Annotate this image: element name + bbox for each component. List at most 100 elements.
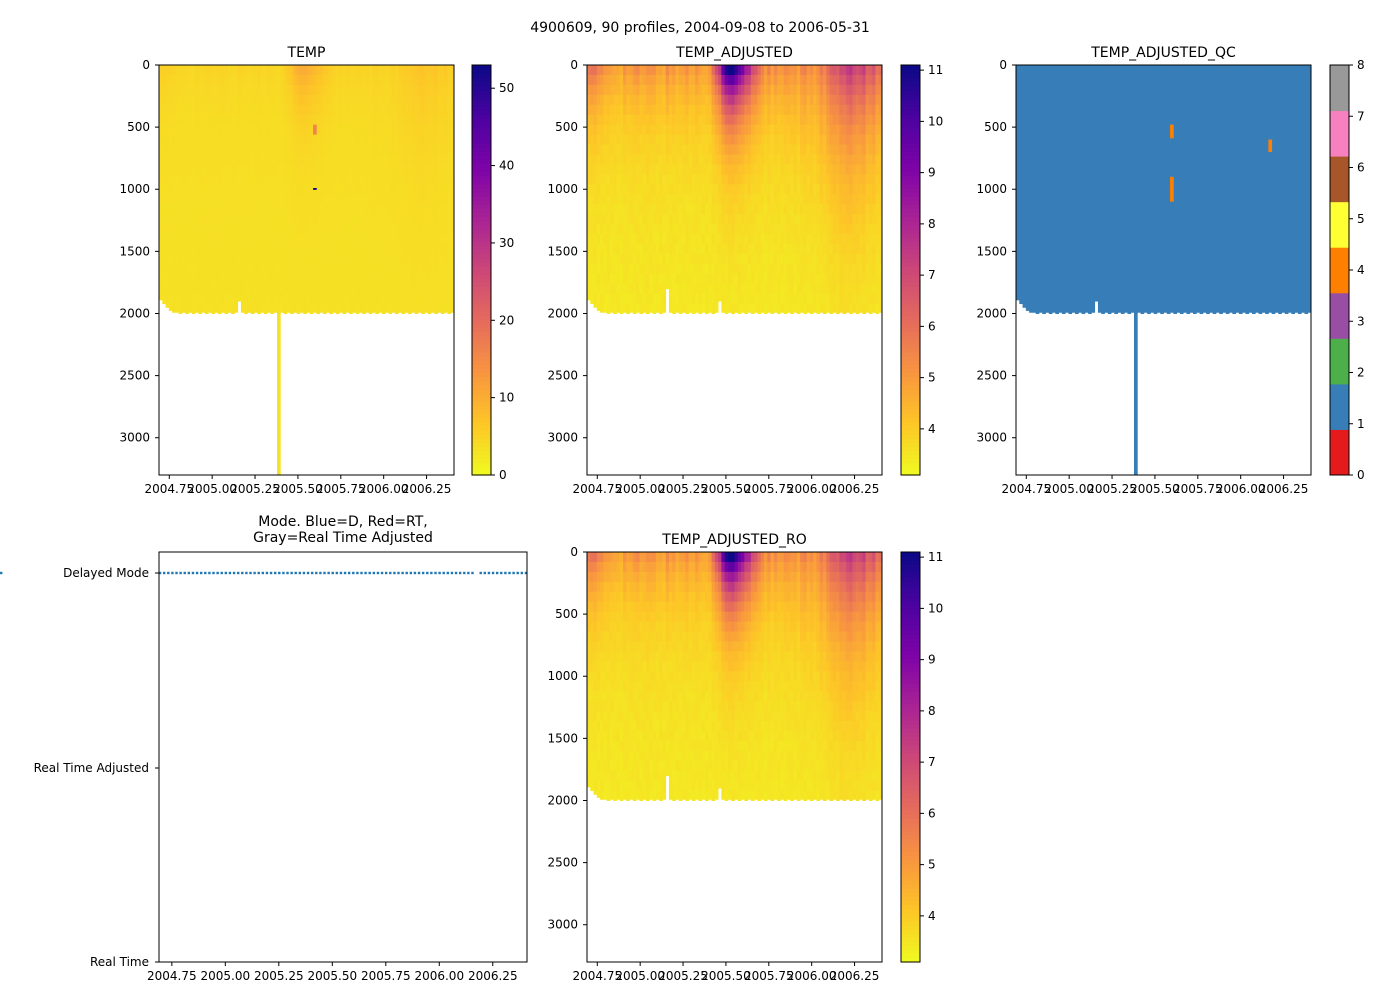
heatmap-cell (166, 115, 170, 125)
heatmap-cell (202, 244, 206, 254)
heatmap-cell (251, 234, 255, 244)
heatmap-cell (633, 274, 637, 284)
heatmap-cell (813, 284, 817, 294)
heatmap-cell (392, 95, 396, 105)
heatmap-cell (623, 274, 627, 284)
heatmap-cell (385, 75, 389, 85)
heatmap-cell (359, 184, 363, 194)
heatmap-cell (813, 125, 817, 135)
heatmap-cell (856, 234, 860, 244)
heatmap-cell (705, 224, 709, 234)
heatmap-cell (195, 164, 199, 174)
heatmap-cell (162, 145, 166, 155)
heatmap-cell (803, 224, 807, 234)
heatmap-cell (620, 204, 624, 214)
heatmap-cell (359, 264, 363, 274)
heatmap-cell (238, 214, 242, 224)
heatmap-cell (356, 254, 360, 264)
heatmap-cell (698, 154, 702, 164)
heatmap-cell (607, 154, 611, 164)
heatmap-cell (787, 244, 791, 254)
heatmap-cell (277, 184, 281, 194)
heatmap-cell (159, 135, 163, 145)
heatmap-cell (392, 85, 396, 95)
heatmap-cell (362, 95, 366, 105)
heatmap-cell (810, 274, 814, 284)
heatmap-cell (166, 214, 170, 224)
heatmap-cell (741, 75, 745, 85)
heatmap-cell (421, 154, 425, 164)
heatmap-cell (310, 115, 314, 125)
heatmap-cell (859, 234, 863, 244)
heatmap-cell (372, 304, 376, 313)
heatmap-cell (362, 85, 366, 95)
heatmap-cell (712, 244, 716, 254)
heatmap-cell (323, 105, 327, 115)
heatmap-cell (636, 234, 640, 244)
heatmap-cell (761, 164, 765, 174)
heatmap-cell (159, 105, 163, 115)
heatmap-cell (685, 224, 689, 234)
heatmap-cell (610, 154, 614, 164)
heatmap-cell (872, 135, 876, 145)
heatmap-cell (307, 184, 311, 194)
heatmap-cell (1019, 115, 1023, 125)
heatmap-cell (630, 75, 634, 85)
heatmap-cell (761, 145, 765, 155)
heatmap-cell (875, 95, 879, 105)
heatmap-cell (369, 294, 373, 304)
heatmap-cell (231, 204, 235, 214)
heatmap-cell (685, 274, 689, 284)
heatmap-cell (362, 135, 366, 145)
heatmap-cell (225, 294, 229, 304)
heatmap-cell (447, 294, 451, 304)
heatmap-cell (623, 304, 627, 313)
heatmap-cell (790, 154, 794, 164)
heatmap-cell (388, 294, 392, 304)
heatmap-cell (610, 184, 614, 194)
heatmap-cell (388, 274, 392, 284)
heatmap-cell (388, 154, 392, 164)
heatmap-cell (731, 105, 735, 115)
heatmap-cell (751, 125, 755, 135)
heatmap-cell (836, 284, 840, 294)
heatmap-cell (780, 294, 784, 304)
heatmap-cell (833, 174, 837, 184)
heatmap-cell (172, 254, 176, 264)
heatmap-cell (421, 164, 425, 174)
heatmap-cell (359, 95, 363, 105)
heatmap-cell (702, 194, 706, 204)
heatmap-cell (830, 284, 834, 294)
heatmap-cell (790, 135, 794, 145)
heatmap-cell (630, 65, 634, 75)
heatmap-cell (329, 115, 333, 125)
heatmap-cell (172, 204, 176, 214)
heatmap-cell (234, 135, 238, 145)
heatmap-cell (349, 284, 353, 294)
heatmap-cell (234, 154, 238, 164)
heatmap-cell (1029, 274, 1033, 284)
heatmap-cell (653, 65, 657, 75)
heatmap-cell (329, 184, 333, 194)
heatmap-cell (797, 105, 801, 115)
heatmap-cell (198, 135, 202, 145)
heatmap-cell (162, 204, 166, 214)
heatmap-cell (626, 164, 630, 174)
heatmap-cell (830, 75, 834, 85)
heatmap-cell (372, 244, 376, 254)
colorbar-tick-label: 10 (928, 114, 943, 128)
heatmap-cell (336, 115, 340, 125)
heatmap-cell (649, 184, 653, 194)
heatmap-cell (725, 145, 729, 155)
heatmap-cell (790, 264, 794, 274)
heatmap-cell (418, 204, 422, 214)
heatmap-cell (807, 304, 811, 313)
heatmap-cell (185, 204, 189, 214)
heatmap-cell (859, 274, 863, 284)
heatmap-cell (1029, 204, 1033, 214)
heatmap-cell (731, 274, 735, 284)
heatmap-cell (280, 264, 284, 274)
heatmap-cell (418, 125, 422, 135)
heatmap-cell (826, 95, 830, 105)
heatmap-cell (662, 95, 666, 105)
